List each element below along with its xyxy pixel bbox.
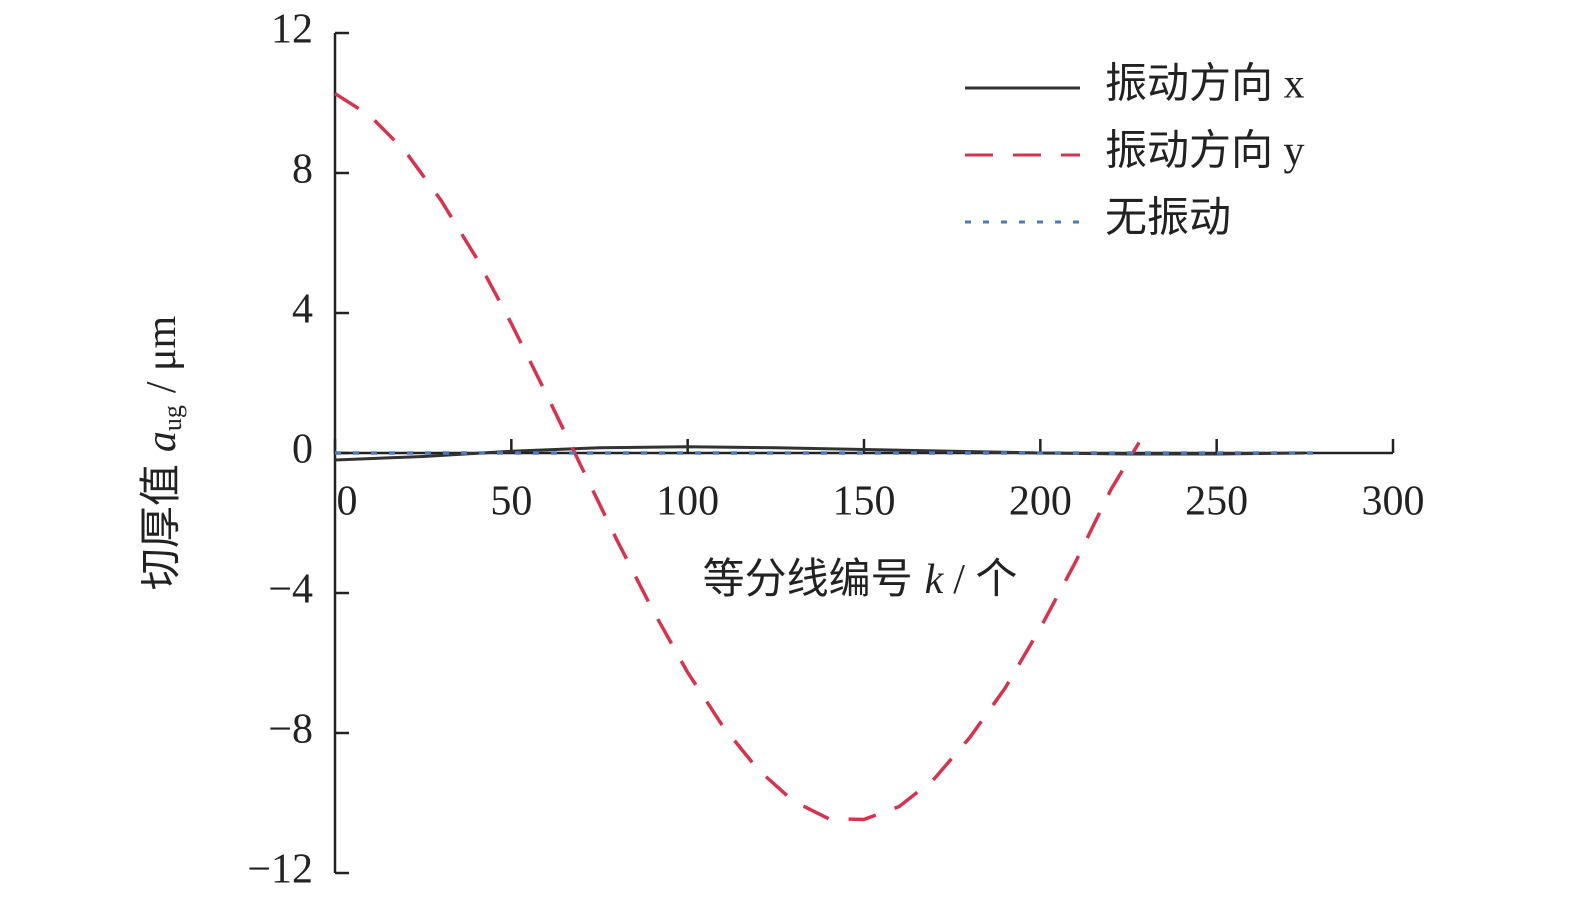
x-label-symbol: k	[925, 557, 945, 603]
x-tick-label: 150	[833, 479, 896, 525]
y-label-unit: / μm	[139, 315, 185, 393]
y-label-text: 切厚值	[139, 464, 185, 590]
legend-label: 振动方向 x	[1105, 62, 1305, 108]
y-tick-label: −12	[247, 847, 313, 893]
legend-label: 振动方向 y	[1105, 129, 1305, 175]
y-tick-label: −4	[268, 567, 313, 613]
y-label-symbol: a	[139, 431, 185, 452]
y-tick-label: 12	[271, 7, 313, 53]
series-line	[334, 92, 1141, 822]
y-tick-label: 8	[292, 147, 313, 193]
x-tick-label: 200	[1009, 479, 1072, 525]
x-axis-label: 等分线编号 k / 个	[703, 557, 1018, 603]
x-tick-label: 250	[1185, 479, 1248, 525]
x-label-text: 等分线编号	[703, 557, 913, 603]
x-tick-label: 0	[337, 479, 358, 525]
y-tick-label: 0	[292, 427, 313, 473]
y-tick-label: 4	[292, 287, 313, 333]
x-tick-label: 300	[1362, 479, 1425, 525]
y-axis-label: 切厚值 aug / μm	[139, 315, 187, 590]
series-line	[334, 445, 1305, 462]
y-label-subscript: ug	[158, 405, 187, 431]
y-tick-label: −8	[268, 707, 313, 753]
x-tick-label: 100	[656, 479, 719, 525]
x-tick-label: 50	[490, 479, 532, 525]
x-label-unit: / 个	[953, 557, 1017, 603]
legend-label: 无振动	[1105, 196, 1231, 242]
